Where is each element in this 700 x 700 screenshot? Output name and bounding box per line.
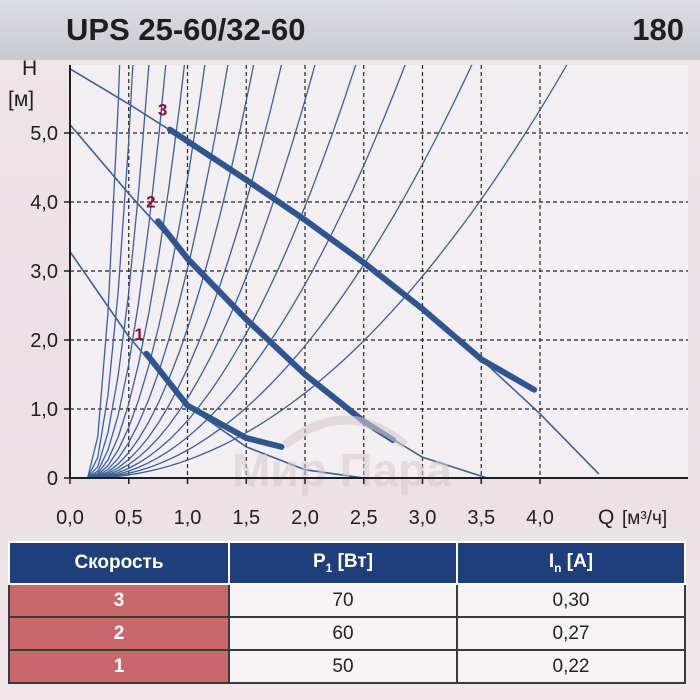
current-cell: 0,30 [456, 583, 686, 618]
x-tick-label: 2,0 [291, 507, 319, 529]
y-tick-label: 2,0 [30, 330, 58, 352]
spec-table: Скорость P1 [Вт] In [A] 3 70 0,30 2 60 0… [8, 541, 686, 684]
system-curve [87, 65, 473, 478]
speed-label-2: 2 [146, 192, 155, 211]
power-cell: 70 [228, 583, 458, 618]
system-curve [87, 65, 357, 478]
watermark-text: Мир Пара [232, 444, 452, 496]
watermark-arc [282, 415, 408, 449]
y-tick-label: 1,0 [30, 399, 58, 421]
x-tick-label: 4,0 [526, 507, 554, 529]
power-cell: 50 [228, 649, 458, 684]
power-header-sub: 1 [325, 560, 333, 575]
system-curve [87, 65, 255, 478]
table-row: 1 50 0,22 [8, 649, 686, 684]
header-bar: UPS 25-60/32-60 180 [0, 0, 700, 60]
pump-curve-chart: Мир Пара H [м] Q [м³/ч] 0,0 0,5 1,0 1,5 2,0 2… [8, 57, 688, 529]
current-header-symbol: I [548, 551, 555, 573]
current-cell: 0,22 [456, 649, 686, 684]
speed-header: Скорость [8, 541, 230, 585]
y-tick-label: 0 [47, 468, 58, 490]
x-axis-unit: [м³/ч] [622, 508, 667, 529]
x-tick-label: 3,0 [409, 507, 437, 529]
pump-model-title: UPS 25-60/32-60 [66, 12, 306, 47]
speed-label-1: 1 [134, 325, 143, 344]
current-header-sub: n [554, 560, 562, 575]
power-header: P1 [Вт] [228, 541, 458, 585]
x-tick-label: 1,0 [174, 507, 202, 529]
y-tick-label: 3,0 [30, 261, 58, 283]
power-cell: 60 [228, 616, 458, 651]
spec-table-header: Скорость P1 [Вт] In [A] [8, 541, 686, 585]
y-tick-label: 5,0 [30, 123, 58, 145]
operating-range-speed-1 [143, 350, 285, 450]
system-curve [87, 65, 316, 478]
speed-cell: 2 [8, 616, 230, 651]
power-header-symbol: P [312, 551, 326, 573]
system-curve [87, 65, 406, 478]
system-curve [87, 65, 206, 478]
y-axis-unit: [м] [8, 88, 34, 111]
operating-range-speed-3 [166, 126, 538, 393]
x-tick-label: 0,5 [115, 507, 143, 529]
x-tick-label: 2,5 [350, 507, 378, 529]
power-header-unit: [Вт] [332, 551, 374, 573]
x-tick-label: 3,5 [467, 507, 495, 529]
table-row: 2 60 0,27 [8, 616, 686, 651]
speed-label-3: 3 [158, 101, 167, 120]
system-curve [87, 65, 568, 478]
current-cell: 0,27 [456, 616, 686, 651]
y-tick-label: 4,0 [30, 192, 58, 214]
current-header: In [A] [456, 541, 686, 585]
system-curve [87, 65, 283, 478]
x-tick-label: 0,0 [56, 507, 84, 529]
current-header-unit: [A] [561, 551, 594, 573]
x-axis-label: Q [598, 506, 614, 529]
x-tick-label: 1,5 [232, 507, 260, 529]
speed-cell: 1 [8, 649, 230, 684]
pump-code: 180 [632, 12, 684, 47]
speed-cell: 3 [8, 583, 230, 618]
y-axis-label: H [22, 57, 37, 80]
table-row: 3 70 0,30 [8, 583, 686, 618]
pump-curve-speed-1 [70, 251, 364, 478]
